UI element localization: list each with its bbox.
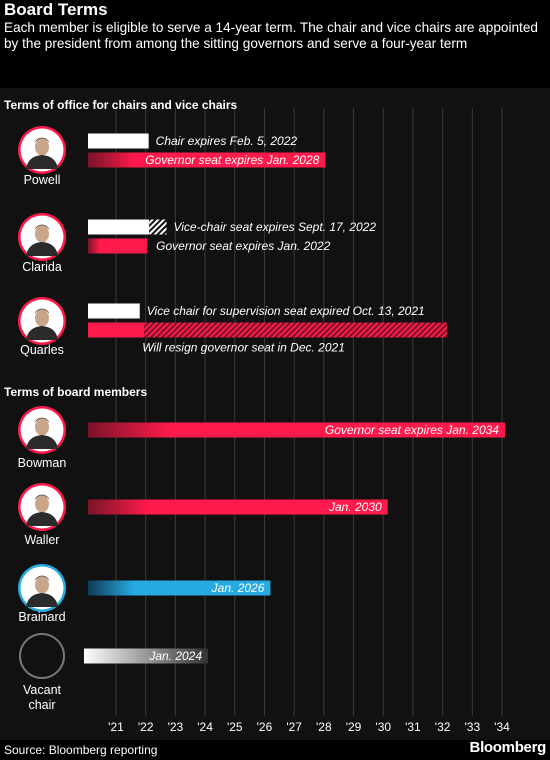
- member-name: Brainard: [18, 610, 65, 624]
- grid-layer: [115, 108, 503, 716]
- x-tick-label: '26: [257, 720, 273, 734]
- photo-icon: [26, 575, 58, 607]
- face-shape: [35, 225, 49, 243]
- hair-shape: [34, 575, 50, 581]
- face-shape: [35, 138, 49, 156]
- x-tick-label: '23: [168, 720, 184, 734]
- x-tick-label: '31: [405, 720, 421, 734]
- timeline-bar: [88, 422, 505, 438]
- bar-label: Governor seat expires Jan. 2022: [156, 239, 330, 253]
- timeline-bar: [88, 499, 388, 515]
- timeline-chart: Terms of office for chairs and vice chai…: [4, 98, 510, 734]
- hair-shape: [34, 308, 50, 314]
- x-tick-label: '21: [108, 720, 124, 734]
- bar-label: Governor seat expires Jan. 2034: [325, 423, 499, 437]
- timeline-bar: [88, 219, 150, 235]
- section-heading: Terms of board members: [4, 385, 147, 399]
- hair-shape: [34, 417, 50, 423]
- member-name: Bowman: [18, 456, 67, 470]
- hair-shape: [34, 494, 50, 500]
- timeline-bar: [88, 580, 271, 596]
- shoulders-shape: [26, 435, 58, 449]
- timeline-bar: [88, 322, 145, 338]
- bar-label: Governor seat expires Jan. 2028: [145, 153, 319, 167]
- marks-layer: Terms of office for chairs and vice chai…: [4, 98, 505, 712]
- x-tick-label: '22: [138, 720, 154, 734]
- bar-label: Chair expires Feb. 5, 2022: [156, 134, 298, 148]
- x-tick-label: '27: [286, 720, 302, 734]
- shoulders-shape: [26, 593, 58, 607]
- section-heading: Terms of office for chairs and vice chai…: [4, 98, 238, 112]
- x-axis: '21 '22 '23 '24 '25 '26 '27 '28 '29 '30 '31 '32 '33 '…: [108, 720, 510, 734]
- bar-label: Jan. 2026: [211, 581, 265, 595]
- member-name: Quarles: [20, 343, 64, 357]
- timeline-bar: [88, 238, 148, 254]
- x-tick-label: '33: [464, 720, 480, 734]
- member-name: Vacant chair: [23, 683, 62, 712]
- face-shape: [35, 495, 49, 513]
- x-tick-label: '28: [316, 720, 332, 734]
- bar-label: Vice chair for supervision seat expired …: [147, 304, 425, 318]
- bar-label: Jan. 2024: [148, 649, 202, 663]
- shoulders-shape: [26, 242, 58, 256]
- empty-circle-icon: [19, 633, 65, 679]
- member-name: Powell: [24, 173, 61, 187]
- bar-label: Jan. 2030: [328, 500, 382, 514]
- source-note: Source: Bloomberg reporting: [4, 743, 158, 757]
- x-tick-label: '25: [227, 720, 243, 734]
- timeline-bar-hatched: [149, 219, 167, 235]
- face-shape: [35, 418, 49, 436]
- photo-icon: [26, 308, 58, 340]
- timeline-bar: [88, 152, 326, 168]
- x-tick-label: '30: [375, 720, 391, 734]
- x-tick-label: '32: [435, 720, 451, 734]
- photo-icon: [26, 417, 58, 449]
- photo-icon: [26, 224, 58, 256]
- face-shape: [35, 309, 49, 327]
- chart-title: Board Terms: [4, 0, 108, 19]
- chart-panel: Terms of office for chairs and vice chai…: [0, 88, 550, 740]
- bar-label: Will resign governor seat in Dec. 2021: [142, 341, 345, 355]
- x-tick-label: '34: [494, 720, 510, 734]
- x-tick-label: '24: [197, 720, 213, 734]
- x-tick-label: '29: [346, 720, 362, 734]
- hair-shape: [34, 137, 50, 143]
- shoulders-shape: [26, 512, 58, 526]
- brand-logo: Bloomberg: [469, 739, 547, 756]
- timeline-bar: [84, 648, 209, 664]
- shoulders-shape: [26, 155, 58, 169]
- photo-icon: [26, 137, 58, 169]
- member-name: Clarida: [22, 260, 62, 274]
- member-name: Waller: [25, 533, 60, 547]
- timeline-bar-hatched: [144, 322, 448, 338]
- photo-icon: [26, 494, 58, 526]
- chart-subtitle: Each member is eligible to serve a 14-ye…: [4, 20, 538, 51]
- face-shape: [35, 576, 49, 594]
- shoulders-shape: [26, 326, 58, 340]
- hair-shape: [34, 224, 50, 230]
- timeline-bar: [88, 133, 149, 149]
- timeline-bar: [88, 303, 140, 319]
- bar-label: Vice-chair seat expires Sept. 17, 2022: [173, 220, 376, 234]
